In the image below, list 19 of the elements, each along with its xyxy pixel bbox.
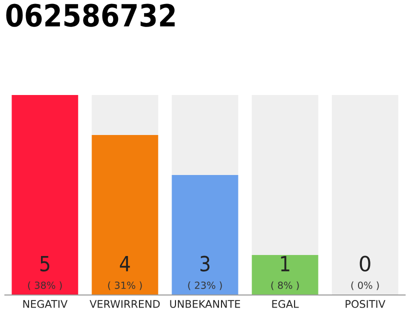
x-tick-label: VERWIRREND [90, 300, 160, 308]
bar [172, 95, 238, 175]
data-label: 4 ( 31% ) [108, 256, 142, 290]
chart-title: 062586732 [6, 4, 175, 27]
x-tick-label: NEGATIV [23, 300, 68, 308]
x-tick-label: UNBEKANNTE [170, 300, 240, 308]
bar [92, 95, 158, 135]
x-tick-label: EGAL [272, 300, 299, 308]
data-label: 5 ( 38% ) [28, 256, 62, 290]
data-label: 1 ( 8% ) [271, 256, 299, 290]
bar [252, 95, 318, 255]
bar [12, 95, 78, 295]
bar [252, 255, 318, 295]
bar [332, 95, 398, 295]
data-label: 3 ( 23% ) [188, 256, 222, 290]
x-tick-label: POSITIV [346, 300, 386, 308]
annotation: 0 ( 0% ) [351, 256, 379, 290]
bar [172, 175, 238, 295]
bar [92, 135, 158, 295]
